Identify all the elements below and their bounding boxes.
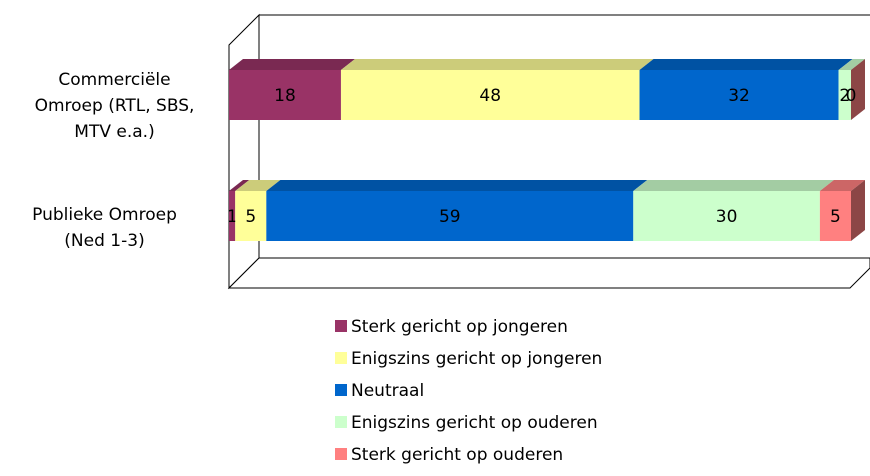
data-label: 48	[479, 86, 501, 106]
bar	[235, 191, 267, 241]
legend-label: Sterk gericht op jongeren	[351, 317, 568, 337]
bar-side	[851, 180, 865, 241]
bar	[266, 191, 634, 241]
bar-top	[838, 59, 865, 70]
data-label: 5	[830, 207, 841, 227]
legend-label: Neutraal	[351, 381, 424, 401]
floor	[227, 257, 870, 289]
bar-side	[851, 59, 865, 120]
bar-top	[639, 59, 853, 70]
bar-top	[633, 180, 834, 191]
legend-swatch	[335, 448, 347, 460]
bar	[639, 70, 839, 120]
bar-top	[266, 180, 648, 191]
bar	[838, 70, 851, 120]
bar-top	[819, 180, 865, 191]
data-label: 30	[716, 207, 738, 227]
data-label: 0	[846, 86, 857, 106]
legend-swatch	[335, 320, 347, 332]
bar	[229, 191, 236, 241]
bar-top	[235, 180, 281, 191]
bar	[340, 70, 640, 120]
bar-top	[340, 59, 654, 70]
data-label: 1	[227, 207, 238, 227]
data-label: 2	[839, 86, 850, 106]
legend-swatch	[335, 352, 347, 364]
bar	[633, 191, 820, 241]
category-label: Commerciële Omroep (RTL, SBS, MTV e.a.)	[34, 70, 195, 142]
data-label: 59	[439, 207, 461, 227]
legend-swatch	[335, 384, 347, 396]
side-wall	[228, 13, 260, 290]
legend-label: Enigszins gericht op ouderen	[351, 413, 598, 433]
bar	[819, 191, 851, 241]
legend-swatch	[335, 416, 347, 428]
data-label: 32	[728, 86, 750, 106]
data-label: 18	[274, 86, 296, 106]
category-label: Publieke Omroep (Ned 1-3)	[32, 205, 177, 251]
bar-top	[229, 180, 250, 191]
bar	[229, 70, 341, 120]
legend-label: Enigszins gericht op jongeren	[351, 349, 602, 369]
data-label: 5	[245, 207, 256, 227]
bar-top	[229, 59, 355, 70]
legend-label: Sterk gericht op ouderen	[351, 445, 563, 465]
